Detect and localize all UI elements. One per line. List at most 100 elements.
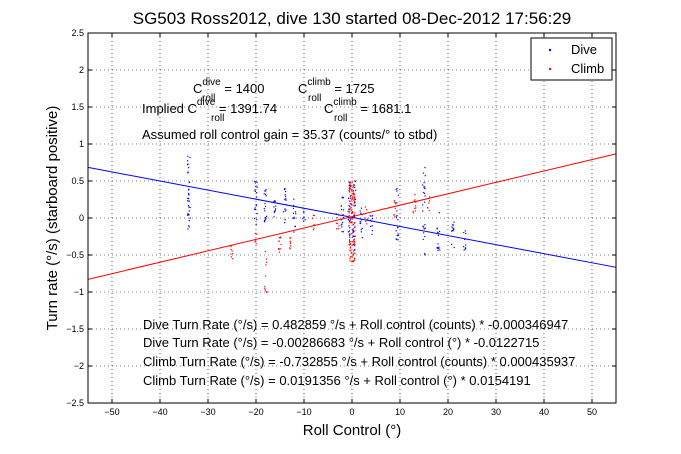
data-point-dive: [284, 188, 286, 190]
c-roll-climb-symbol: C: [298, 81, 307, 96]
data-point-dive: [348, 221, 351, 223]
data-point-dive: [371, 225, 373, 227]
data-point-dive: [294, 225, 296, 227]
data-point-dive: [452, 230, 454, 232]
data-point-dive: [285, 198, 287, 200]
data-point-dive: [422, 191, 425, 194]
equation-dive-degrees: Dive Turn Rate (°/s) = -0.00286683 °/s +…: [143, 335, 539, 350]
data-point-dive: [188, 181, 190, 184]
data-point-dive: [347, 218, 349, 220]
data-point-dive: [464, 247, 467, 249]
legend-label-dive: Dive: [571, 42, 597, 57]
data-point-dive: [284, 189, 286, 191]
data-point-climb: [349, 220, 351, 222]
data-point-climb: [279, 237, 282, 239]
data-point-climb: [230, 256, 233, 258]
data-point-climb: [352, 197, 354, 199]
c-roll-dive-value: = 1400: [221, 81, 265, 96]
data-point-climb: [351, 229, 353, 231]
data-point-climb: [349, 241, 351, 243]
data-point-climb: [338, 225, 340, 227]
data-point-climb: [413, 200, 415, 202]
data-point-climb: [337, 228, 340, 230]
equation-climb-counts: Climb Turn Rate (°/s) = -0.732855 °/s + …: [143, 354, 575, 369]
data-point-climb: [312, 214, 315, 216]
data-point-dive: [349, 184, 351, 187]
data-point-climb: [264, 286, 266, 288]
data-point-climb: [353, 192, 355, 194]
fit-line-climb: [87, 153, 617, 280]
data-point-climb: [354, 197, 356, 199]
data-point-dive: [348, 239, 351, 241]
legend-box: [530, 37, 613, 81]
data-point-dive: [285, 209, 287, 211]
data-point-climb: [351, 218, 354, 220]
data-point-dive: [422, 238, 424, 241]
data-point-dive: [348, 184, 350, 187]
data-point-dive: [465, 232, 467, 235]
data-point-dive: [396, 202, 398, 204]
data-point-dive: [395, 216, 398, 218]
data-point-dive: [256, 181, 258, 184]
data-point-dive: [463, 245, 465, 248]
data-point-dive: [265, 217, 267, 220]
data-point-dive: [423, 228, 425, 230]
data-point-climb: [335, 228, 338, 230]
data-point-climb: [354, 193, 356, 195]
data-point-dive: [188, 188, 190, 190]
data-point-climb: [350, 252, 352, 254]
data-point-dive: [264, 210, 266, 212]
data-point-climb: [335, 222, 338, 224]
data-point-dive: [397, 226, 399, 228]
data-point-dive: [352, 230, 354, 232]
y-tick-label: −2: [74, 361, 84, 371]
data-point-dive: [397, 239, 399, 241]
data-point-dive: [424, 254, 426, 256]
data-point-climb: [415, 205, 417, 207]
data-point-climb: [265, 258, 268, 260]
data-point-climb: [348, 200, 351, 202]
data-point-climb: [351, 210, 354, 213]
data-point-dive: [284, 222, 286, 224]
implied-dive-sup: dive: [197, 97, 216, 108]
y-tick-label: 2.5: [71, 28, 84, 38]
data-point-climb: [280, 243, 282, 246]
data-point-climb: [264, 289, 266, 291]
x-tick-label: 30: [491, 407, 501, 417]
data-point-climb: [353, 259, 356, 261]
data-point-dive: [450, 243, 453, 245]
data-point-climb: [354, 222, 356, 224]
data-point-climb: [350, 217, 352, 219]
x-tick-label: 40: [539, 407, 549, 417]
data-point-dive: [451, 226, 453, 228]
data-point-dive: [187, 189, 190, 191]
data-point-dive: [437, 234, 439, 237]
data-point-climb: [351, 241, 354, 243]
data-point-dive: [293, 204, 295, 207]
chart-title: SG503 Ross2012, dive 130 started 08-Dec-…: [133, 9, 572, 28]
c-roll-climb: Cclimb = 1725: [298, 77, 374, 96]
x-tick-label: 0: [349, 407, 354, 417]
data-point-climb: [265, 275, 267, 277]
data-point-climb: [349, 258, 351, 260]
data-point-climb: [264, 250, 266, 253]
data-point-dive: [464, 248, 466, 250]
data-point-climb: [348, 212, 350, 214]
data-point-climb: [349, 247, 351, 249]
data-point-dive: [352, 236, 354, 238]
data-point-dive: [342, 216, 344, 219]
data-point-dive: [341, 226, 343, 228]
data-point-dive: [303, 216, 305, 219]
data-point-climb: [353, 257, 356, 259]
data-point-dive: [253, 208, 256, 211]
legend-marker-climb: [548, 67, 552, 71]
data-point-dive: [424, 195, 426, 197]
data-point-dive: [360, 212, 362, 214]
data-point-dive: [350, 219, 352, 221]
data-point-climb: [354, 252, 356, 255]
data-point-dive: [348, 219, 350, 221]
data-point-climb: [352, 250, 355, 252]
data-point-climb: [350, 250, 352, 252]
roll-gain-annotation: Assumed roll control gain = 35.37 (count…: [142, 127, 437, 142]
data-point-dive: [354, 198, 357, 201]
